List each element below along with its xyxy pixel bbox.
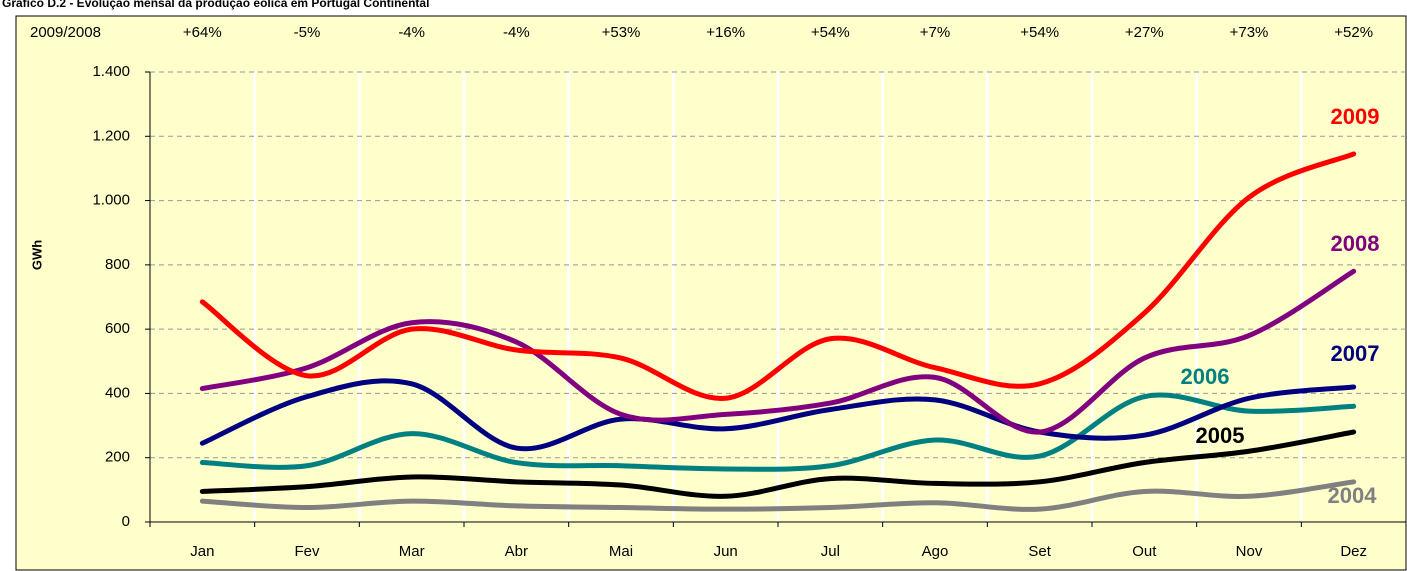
- comparison-value: +7%: [920, 24, 950, 41]
- y-tick-label: 800: [105, 256, 130, 273]
- series-label: 2004: [1328, 483, 1378, 508]
- y-tick-label: 0: [122, 513, 130, 530]
- comparison-value: -4%: [503, 24, 530, 41]
- comparison-value: +54%: [1020, 24, 1059, 41]
- x-tick-label: Ago: [922, 543, 949, 560]
- comparison-label: 2009/2008: [30, 24, 101, 41]
- x-tick-label: Out: [1132, 543, 1157, 560]
- x-tick-label: Set: [1028, 543, 1051, 560]
- x-tick-label: Jun: [714, 543, 738, 560]
- x-tick-label: Nov: [1236, 543, 1263, 560]
- series-line: [199, 151, 1357, 401]
- series-line: [199, 378, 1357, 452]
- y-tick-label: 1.000: [92, 192, 130, 209]
- series-label: 2009: [1331, 104, 1380, 129]
- series-line: [199, 479, 1357, 512]
- series-line: [199, 268, 1357, 435]
- series-line: [199, 392, 1357, 472]
- x-tick-label: Fev: [294, 543, 320, 560]
- comparison-value: +52%: [1334, 24, 1373, 41]
- x-tick-label: Mar: [399, 543, 425, 560]
- y-axis-label: GWh: [29, 240, 44, 270]
- comparison-value: -5%: [294, 24, 321, 41]
- y-tick-label: 600: [105, 320, 130, 337]
- comparison-value: +73%: [1230, 24, 1269, 41]
- comparison-value: +27%: [1125, 24, 1164, 41]
- y-tick-label: 200: [105, 449, 130, 466]
- comparison-value: -4%: [398, 24, 425, 41]
- comparison-value: +53%: [602, 24, 641, 41]
- series-label: 2007: [1331, 341, 1380, 366]
- y-tick-label: 400: [105, 384, 130, 401]
- x-tick-label: Abr: [505, 543, 528, 560]
- x-tick-label: Dez: [1340, 543, 1367, 560]
- series-label: 2005: [1196, 423, 1245, 448]
- series-line: [199, 429, 1357, 499]
- y-tick-label: 1.400: [92, 63, 130, 80]
- series-label: 2006: [1181, 364, 1230, 389]
- chart-title: Gráfico D.2 - Evolução mensal da produçã…: [2, 0, 429, 10]
- x-tick-label: Mai: [609, 543, 633, 560]
- x-tick-label: Jan: [190, 543, 214, 560]
- comparison-value: +54%: [811, 24, 850, 41]
- series-label: 2008: [1331, 231, 1380, 256]
- chart-area: [15, 15, 1407, 571]
- comparison-value: +16%: [706, 24, 745, 41]
- x-tick-label: Jul: [821, 543, 840, 560]
- y-tick-label: 1.200: [92, 127, 130, 144]
- comparison-value: +64%: [183, 24, 222, 41]
